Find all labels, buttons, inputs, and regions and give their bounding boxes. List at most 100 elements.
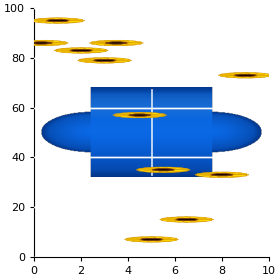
Ellipse shape [218, 74, 235, 76]
Ellipse shape [115, 115, 131, 117]
Ellipse shape [108, 58, 125, 60]
Ellipse shape [29, 40, 45, 42]
Ellipse shape [202, 172, 219, 174]
Ellipse shape [66, 20, 83, 22]
Ellipse shape [147, 237, 164, 238]
Ellipse shape [92, 61, 109, 63]
Ellipse shape [155, 237, 171, 239]
Ellipse shape [45, 18, 62, 20]
Ellipse shape [37, 40, 54, 42]
Ellipse shape [143, 116, 160, 118]
Ellipse shape [85, 61, 101, 63]
Ellipse shape [225, 172, 242, 174]
Ellipse shape [218, 176, 234, 178]
Ellipse shape [138, 168, 155, 170]
Ellipse shape [197, 219, 214, 220]
Ellipse shape [167, 217, 183, 219]
Ellipse shape [126, 239, 143, 241]
Ellipse shape [100, 61, 117, 63]
Ellipse shape [38, 18, 55, 20]
Ellipse shape [190, 217, 207, 219]
Ellipse shape [32, 19, 49, 21]
Ellipse shape [172, 170, 188, 172]
Ellipse shape [162, 239, 178, 240]
Ellipse shape [143, 171, 160, 172]
Ellipse shape [32, 20, 49, 22]
Ellipse shape [37, 44, 54, 46]
Ellipse shape [113, 114, 130, 116]
Ellipse shape [53, 22, 70, 24]
Ellipse shape [61, 48, 78, 50]
Ellipse shape [96, 41, 113, 42]
Ellipse shape [126, 238, 143, 239]
Ellipse shape [241, 76, 258, 78]
Ellipse shape [148, 113, 165, 115]
Ellipse shape [104, 44, 121, 46]
Ellipse shape [56, 50, 73, 52]
Ellipse shape [220, 74, 237, 75]
Ellipse shape [195, 220, 212, 221]
Ellipse shape [100, 58, 117, 59]
Ellipse shape [220, 75, 237, 77]
Ellipse shape [230, 175, 247, 176]
Ellipse shape [183, 217, 199, 218]
Ellipse shape [50, 43, 66, 45]
Ellipse shape [69, 52, 85, 53]
Ellipse shape [162, 218, 178, 220]
Ellipse shape [61, 21, 78, 23]
Ellipse shape [150, 114, 167, 116]
Ellipse shape [151, 167, 167, 169]
Ellipse shape [69, 48, 85, 49]
Ellipse shape [129, 114, 150, 116]
Ellipse shape [45, 41, 61, 42]
Ellipse shape [78, 59, 94, 61]
Ellipse shape [52, 42, 68, 44]
Ellipse shape [197, 173, 214, 175]
Ellipse shape [209, 172, 226, 174]
Ellipse shape [61, 51, 78, 53]
Ellipse shape [141, 238, 162, 241]
Ellipse shape [160, 238, 177, 239]
Ellipse shape [233, 73, 250, 74]
Ellipse shape [21, 41, 38, 42]
Ellipse shape [249, 73, 265, 75]
Ellipse shape [143, 113, 160, 115]
Ellipse shape [225, 76, 242, 78]
Ellipse shape [230, 173, 247, 175]
Ellipse shape [115, 59, 132, 61]
Ellipse shape [84, 48, 101, 50]
Ellipse shape [53, 18, 70, 20]
Ellipse shape [125, 239, 141, 240]
Ellipse shape [218, 172, 234, 174]
Ellipse shape [166, 171, 183, 172]
Ellipse shape [162, 220, 178, 221]
Ellipse shape [47, 20, 68, 22]
Ellipse shape [173, 169, 190, 171]
Ellipse shape [147, 241, 164, 242]
Ellipse shape [29, 44, 45, 46]
Ellipse shape [61, 18, 78, 20]
Ellipse shape [225, 175, 242, 177]
Ellipse shape [202, 175, 219, 177]
Ellipse shape [120, 44, 136, 45]
Ellipse shape [120, 116, 137, 118]
Ellipse shape [45, 44, 61, 45]
Ellipse shape [91, 43, 108, 45]
Ellipse shape [85, 58, 101, 60]
Ellipse shape [195, 218, 212, 220]
Ellipse shape [21, 44, 38, 45]
Ellipse shape [138, 170, 155, 172]
Ellipse shape [166, 167, 183, 169]
Ellipse shape [151, 171, 167, 172]
Ellipse shape [127, 116, 144, 118]
Ellipse shape [190, 220, 207, 222]
Ellipse shape [104, 40, 121, 42]
Ellipse shape [232, 174, 249, 176]
Ellipse shape [80, 59, 96, 60]
Ellipse shape [50, 41, 66, 43]
Ellipse shape [113, 59, 130, 60]
Ellipse shape [143, 167, 160, 169]
Ellipse shape [84, 51, 101, 53]
Ellipse shape [106, 42, 127, 44]
Ellipse shape [127, 42, 143, 44]
